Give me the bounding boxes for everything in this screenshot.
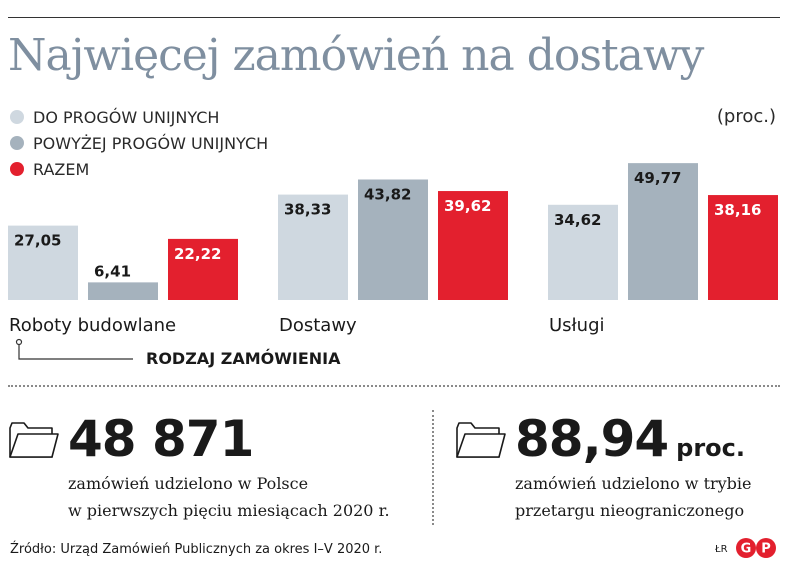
bar-us-ugi-series-2 xyxy=(628,163,698,300)
folder-icon xyxy=(456,422,506,458)
axis-bracket-dot xyxy=(15,338,23,346)
legend-item-below-thresholds: DO PROGÓW UNIJNYCH xyxy=(10,104,268,130)
bar-roboty-budowlane-series-3 xyxy=(168,238,238,300)
legend-label-above-thresholds: POWYŻEJ PROGÓW UNIJNYCH xyxy=(33,133,269,153)
category-label-dostawy: Dostawy xyxy=(279,315,357,336)
top-rule xyxy=(8,17,780,18)
legend: DO PROGÓW UNIJNYCH POWYŻEJ PROGÓW UNIJNY… xyxy=(10,104,268,182)
svg-text:G: G xyxy=(741,542,752,557)
stat-number: 48 871 xyxy=(68,410,254,468)
svg-text:P: P xyxy=(761,542,771,557)
stat-desc-line-1: zamówień udzielono w Polsce xyxy=(68,474,309,493)
x-axis-title: RODZAJ ZAMÓWIENIA xyxy=(146,349,341,368)
bars-group xyxy=(8,163,778,300)
bar-dostawy-series-3 xyxy=(438,191,508,300)
category-label-us-ugi: Usługi xyxy=(549,315,605,336)
legend-item-above-thresholds: POWYŻEJ PROGÓW UNIJNYCH xyxy=(10,130,268,156)
bar-value-label-us-ugi-series-1: 34,62 xyxy=(554,211,601,229)
stat-desc-line-2: w pierwszych pięciu miesiącach 2020 r. xyxy=(68,501,390,520)
bar-dostawy-series-1 xyxy=(278,194,348,300)
bar-value-label-us-ugi-series-2: 49,77 xyxy=(634,169,681,187)
bar-value-label-us-ugi-series-3: 38,16 xyxy=(714,201,761,219)
publisher-logo-icon: G P xyxy=(736,538,776,558)
legend-dot-above-thresholds xyxy=(10,136,24,150)
bar-dostawy-series-2 xyxy=(358,179,428,300)
bar-roboty-budowlane-series-1 xyxy=(8,225,78,300)
bar-labels-group: 27,05 6,41 22,22 38,33 43,82 39,62 34,62 49,77 3… xyxy=(14,169,761,280)
logo-circle-g xyxy=(736,538,756,558)
bar-us-ugi-series-1 xyxy=(548,204,618,300)
stat-value: 48 871 xyxy=(68,410,254,468)
legend-dot-below-thresholds xyxy=(10,110,24,124)
stats-divider xyxy=(432,410,434,525)
category-label-roboty-budowlane: Roboty budowlane xyxy=(9,315,176,336)
legend-label-below-thresholds: DO PROGÓW UNIJNYCH xyxy=(33,107,220,127)
section-divider xyxy=(8,385,780,387)
category-labels-group: Roboty budowlane Dostawy Usługi xyxy=(9,315,605,336)
bar-roboty-budowlane-series-2 xyxy=(88,282,158,300)
axis-bracket-line xyxy=(18,342,133,360)
bar-value-label-roboty-budowlane-series-2: 6,41 xyxy=(94,262,131,280)
bar-value-label-dostawy-series-3: 39,62 xyxy=(444,197,491,215)
stat-description: zamówień udzielono w Polsce w pierwszych… xyxy=(68,470,390,524)
bar-value-label-roboty-budowlane-series-3: 22,22 xyxy=(174,245,221,263)
stat-value: 88,94 proc. xyxy=(515,410,745,468)
chart-title: Najwięcej zamówień na dostawy xyxy=(8,30,704,81)
author-initials: ŁR xyxy=(715,544,728,555)
folder-icon xyxy=(9,422,59,458)
unit-label: (proc.) xyxy=(716,106,776,127)
source-note: Źródło: Urząd Zamówień Publicznych za ok… xyxy=(10,542,383,557)
stat-desc-line-1: zamówień udzielono w trybie xyxy=(515,474,752,493)
stat-desc-line-2: przetargu nieograniczonego xyxy=(515,501,745,520)
bar-value-label-dostawy-series-1: 38,33 xyxy=(284,201,331,219)
legend-item-total: RAZEM xyxy=(10,156,268,182)
bar-chart: 27,05 6,41 22,22 38,33 43,82 39,62 34,62 49,77 3… xyxy=(8,163,778,368)
legend-label-total: RAZEM xyxy=(33,159,90,179)
bar-value-label-roboty-budowlane-series-1: 27,05 xyxy=(14,232,61,250)
bar-value-label-dostawy-series-2: 43,82 xyxy=(364,185,411,203)
stat-suffix: proc. xyxy=(676,434,746,462)
legend-dot-total xyxy=(10,162,24,176)
bar-us-ugi-series-3 xyxy=(708,195,778,300)
stat-description: zamówień udzielono w trybie przetargu ni… xyxy=(515,470,752,524)
logo-circle-p xyxy=(756,538,776,558)
stat-number: 88,94 xyxy=(515,410,669,468)
